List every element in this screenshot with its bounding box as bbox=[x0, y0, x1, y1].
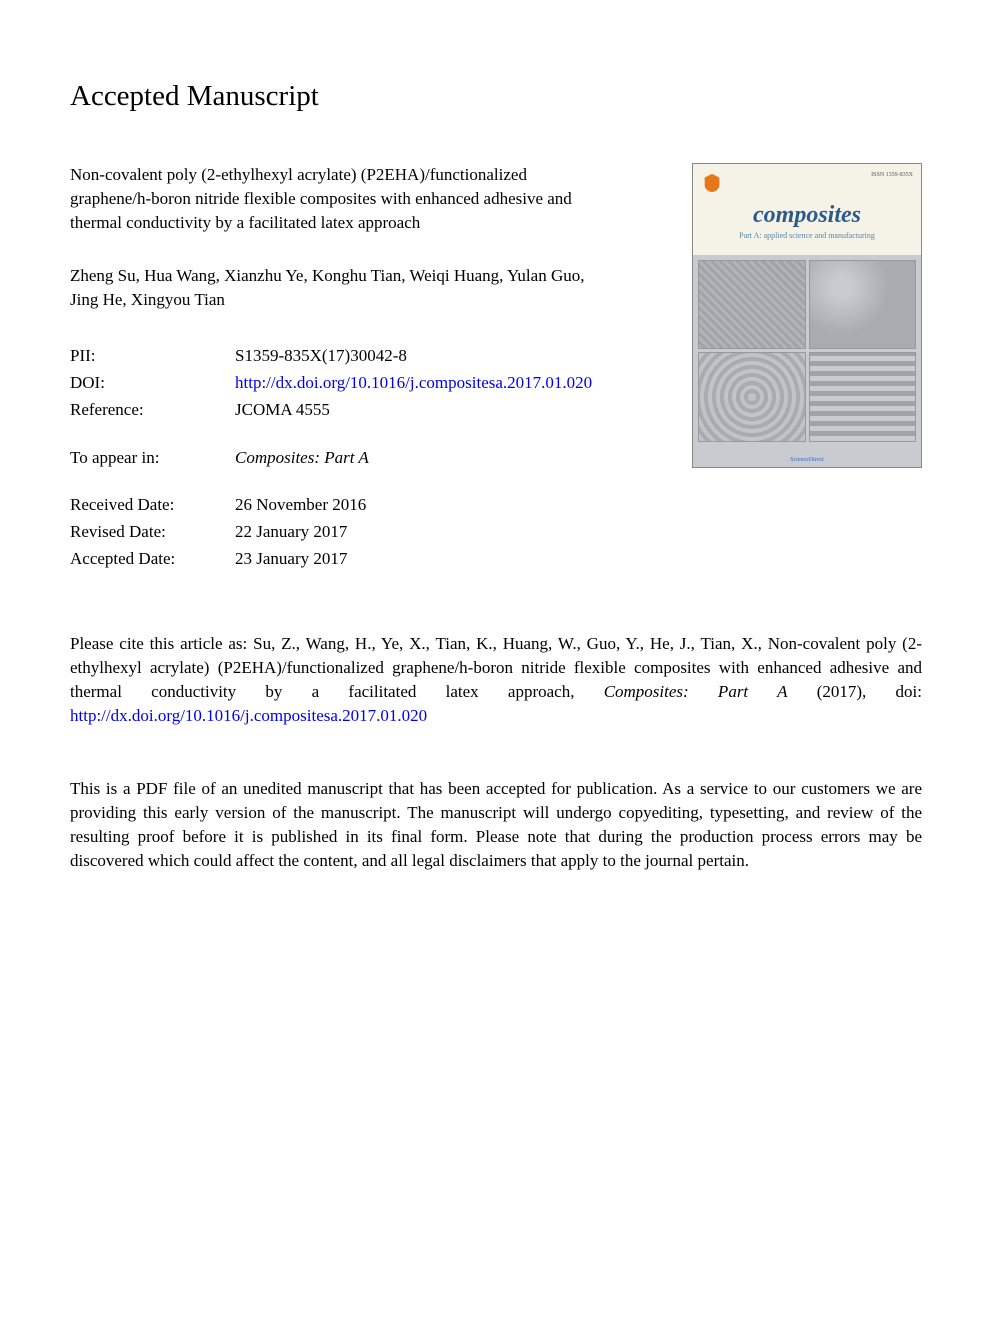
article-title: Non-covalent poly (2-ethylhexyl acrylate… bbox=[70, 163, 610, 234]
cover-image-2 bbox=[809, 260, 917, 350]
appear-label: To appear in: bbox=[70, 444, 235, 471]
citation-text: Please cite this article as: Su, Z., Wan… bbox=[70, 632, 922, 727]
revised-row: Revised Date: 22 January 2017 bbox=[70, 518, 610, 545]
authors-list: Zheng Su, Hua Wang, Xianzhu Ye, Konghu T… bbox=[70, 264, 610, 312]
pii-row: PII: S1359-835X(17)30042-8 bbox=[70, 342, 610, 369]
appear-row: To appear in: Composites: Part A bbox=[70, 444, 610, 471]
appear-value: Composites: Part A bbox=[235, 444, 610, 471]
cover-journal-name: composites bbox=[701, 202, 913, 229]
top-section: Non-covalent poly (2-ethylhexyl acrylate… bbox=[70, 163, 922, 592]
left-column: Non-covalent poly (2-ethylhexyl acrylate… bbox=[70, 163, 610, 592]
cover-image-4 bbox=[809, 352, 917, 442]
cover-footer: ScienceDirect bbox=[693, 457, 921, 463]
cover-images-grid bbox=[693, 255, 921, 467]
reference-label: Reference: bbox=[70, 396, 235, 423]
reference-value: JCOMA 4555 bbox=[235, 396, 610, 423]
citation-doi-link[interactable]: http://dx.doi.org/10.1016/j.compositesa.… bbox=[70, 706, 427, 725]
metadata-block-3: Received Date: 26 November 2016 Revised … bbox=[70, 491, 610, 573]
accepted-row: Accepted Date: 23 January 2017 bbox=[70, 545, 610, 572]
pii-label: PII: bbox=[70, 342, 235, 369]
cover-image-3 bbox=[698, 352, 806, 442]
accepted-label: Accepted Date: bbox=[70, 545, 235, 572]
elsevier-logo-icon bbox=[701, 172, 723, 194]
cover-subtitle: Part A: applied science and manufacturin… bbox=[701, 231, 913, 240]
revised-value: 22 January 2017 bbox=[235, 518, 610, 545]
revised-label: Revised Date: bbox=[70, 518, 235, 545]
disclaimer-text: This is a PDF file of an unedited manusc… bbox=[70, 777, 922, 872]
citation-year: (2017), doi: bbox=[787, 682, 922, 701]
reference-row: Reference: JCOMA 4555 bbox=[70, 396, 610, 423]
metadata-block-1: PII: S1359-835X(17)30042-8 DOI: http://d… bbox=[70, 342, 610, 424]
cover-issn: ISSN 1359-835X bbox=[871, 172, 913, 178]
cover-header: ISSN 1359-835X composites Part A: applie… bbox=[693, 164, 921, 255]
metadata-block-2: To appear in: Composites: Part A bbox=[70, 444, 610, 471]
received-row: Received Date: 26 November 2016 bbox=[70, 491, 610, 518]
citation-journal: Composites: Part A bbox=[604, 682, 788, 701]
pii-value: S1359-835X(17)30042-8 bbox=[235, 342, 610, 369]
cover-image-1 bbox=[698, 260, 806, 350]
doi-row: DOI: http://dx.doi.org/10.1016/j.composi… bbox=[70, 369, 610, 396]
accepted-manuscript-heading: Accepted Manuscript bbox=[70, 80, 922, 113]
received-value: 26 November 2016 bbox=[235, 491, 610, 518]
received-label: Received Date: bbox=[70, 491, 235, 518]
doi-label: DOI: bbox=[70, 369, 235, 396]
journal-cover-thumbnail: ISSN 1359-835X composites Part A: applie… bbox=[692, 163, 922, 468]
accepted-value: 23 January 2017 bbox=[235, 545, 610, 572]
doi-link[interactable]: http://dx.doi.org/10.1016/j.compositesa.… bbox=[235, 369, 610, 396]
